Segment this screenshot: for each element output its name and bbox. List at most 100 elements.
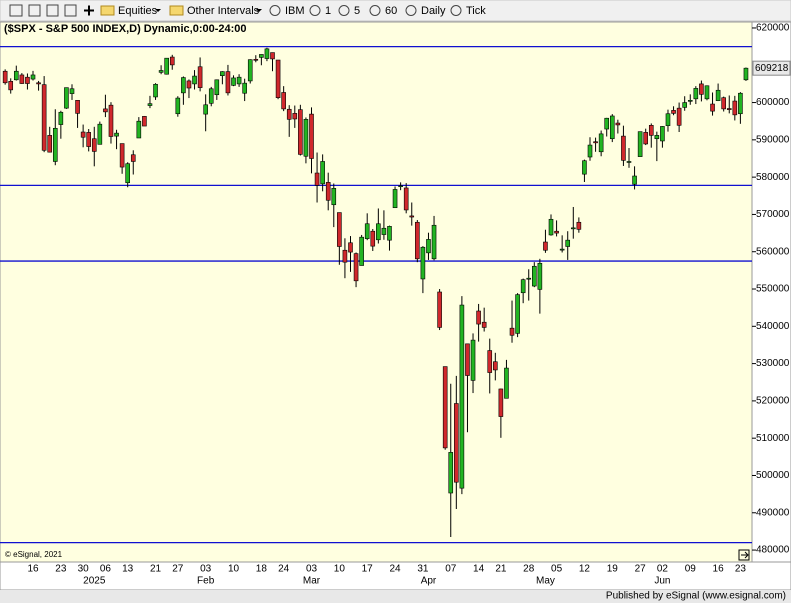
icon[interactable] <box>46 4 59 17</box>
icon[interactable] <box>84 5 94 16</box>
y-tick-label: 570000 <box>756 209 790 220</box>
candle-body <box>13 70 19 81</box>
candle-body <box>86 132 91 147</box>
candle-body <box>75 100 80 114</box>
scroll-icon[interactable] <box>738 549 750 561</box>
x-tick-label: 30 <box>78 564 90 575</box>
status-bar <box>0 590 791 603</box>
candle-body <box>359 236 364 266</box>
candle-body <box>169 56 175 66</box>
toolbar-item[interactable]: Tick <box>466 5 486 17</box>
icon[interactable] <box>369 5 381 16</box>
icon[interactable] <box>64 4 77 17</box>
x-tick-label: 09 <box>685 564 697 575</box>
x-tick-label: 13 <box>122 564 134 575</box>
candle-body <box>699 83 704 95</box>
candle-body <box>520 279 526 294</box>
candle-body <box>197 66 203 88</box>
toolbar-item[interactable]: 1 <box>325 5 331 17</box>
candle-body <box>58 111 64 125</box>
toolbar-item[interactable]: IBM <box>285 5 305 17</box>
candle-body <box>559 248 565 251</box>
icon[interactable] <box>9 4 23 17</box>
x-tick-label: 02 <box>657 564 669 575</box>
icon[interactable] <box>269 5 281 16</box>
dropdown[interactable] <box>155 9 161 12</box>
candle-body <box>570 227 576 230</box>
candle-body <box>576 221 582 230</box>
icon[interactable] <box>309 5 321 16</box>
candle-body <box>431 224 437 260</box>
candle-body <box>303 119 309 157</box>
toolbar-item[interactable]: 5 <box>354 5 360 17</box>
candle-body <box>125 163 130 184</box>
candle-body <box>442 366 448 449</box>
candle-body <box>348 242 353 253</box>
candle-body <box>598 133 604 153</box>
candle-body <box>487 350 493 373</box>
candle-body <box>69 88 75 94</box>
candle-body <box>342 249 348 263</box>
candle-body <box>337 212 342 247</box>
candle-body <box>208 88 214 104</box>
icon[interactable] <box>100 5 115 16</box>
last-price-box <box>752 60 791 76</box>
candle-body <box>292 113 298 120</box>
x-tick-label: 23 <box>55 564 67 575</box>
y-tick-label: 530000 <box>756 358 790 369</box>
icon[interactable] <box>738 549 750 561</box>
candle-body <box>103 108 108 113</box>
x-tick-label: 03 <box>200 564 212 575</box>
toolbar-item[interactable]: Other Intervals <box>187 5 260 17</box>
candle-body <box>648 125 654 136</box>
candle-body <box>387 226 392 241</box>
candle-body <box>426 239 431 254</box>
x-tick-label: 19 <box>607 564 619 575</box>
candle-body <box>543 241 548 251</box>
icon[interactable] <box>338 5 350 16</box>
y-tick-label: 560000 <box>756 246 790 257</box>
candle-body <box>264 48 270 59</box>
candle-body <box>392 189 398 209</box>
candle-body <box>8 80 14 91</box>
icon[interactable] <box>450 5 462 16</box>
icon[interactable] <box>169 5 184 16</box>
toolbar-item[interactable]: Daily <box>421 5 446 17</box>
candle-body <box>643 132 649 145</box>
candle-body <box>693 88 699 100</box>
icon[interactable] <box>28 4 41 17</box>
candle-body <box>114 132 119 137</box>
candle-body <box>621 135 626 161</box>
icon[interactable] <box>405 5 417 16</box>
candle-body <box>381 227 387 235</box>
y-tick-label: 480000 <box>756 545 790 556</box>
candle-body <box>242 82 247 94</box>
candle-body <box>353 253 359 282</box>
last-price-label: 609218 <box>755 63 789 74</box>
candle-body <box>515 294 520 334</box>
candle-body <box>364 223 370 239</box>
candle-body <box>504 367 509 399</box>
x-tick-label: 18 <box>256 564 268 575</box>
candle-body <box>309 113 314 159</box>
plot-area <box>0 21 753 563</box>
candle-body <box>415 221 420 260</box>
dropdown[interactable] <box>256 9 262 12</box>
candle-body <box>19 74 25 84</box>
candle-body <box>186 80 192 89</box>
candle-body <box>214 79 220 96</box>
x-tick-label: 10 <box>334 564 346 575</box>
candle-body <box>676 107 682 126</box>
y-tick-label: 590000 <box>756 134 790 145</box>
toolbar-item[interactable]: 60 <box>385 5 397 17</box>
time-axis <box>0 561 791 591</box>
candle-body <box>604 117 610 130</box>
y-tick-label: 510000 <box>756 433 790 444</box>
x-month-label: Feb <box>197 576 215 587</box>
y-tick-label: 600000 <box>756 97 790 108</box>
x-tick-label: 27 <box>635 564 647 575</box>
chart-title: ($SPX - S&P 500 INDEX,D) Dynamic,0:00-24… <box>4 23 247 35</box>
x-tick-label: 17 <box>362 564 374 575</box>
candle-body <box>726 108 732 110</box>
toolbar-item[interactable]: Equities <box>118 5 158 17</box>
